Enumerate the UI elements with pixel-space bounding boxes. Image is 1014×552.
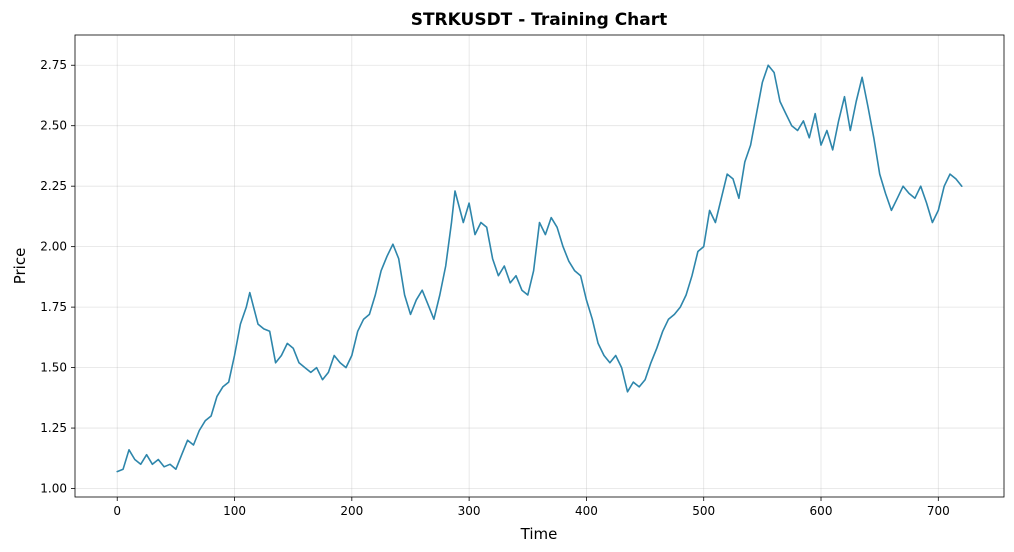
y-axis-title: Price xyxy=(11,248,29,285)
chart-title: STRKUSDT - Training Chart xyxy=(411,10,668,30)
x-axis-title: Time xyxy=(520,525,558,543)
y-tick-label: 1.50 xyxy=(40,361,67,375)
grid xyxy=(75,35,1004,497)
y-tick-label: 1.25 xyxy=(40,421,67,435)
y-tick-label: 2.00 xyxy=(40,240,67,254)
series-layer xyxy=(116,64,963,473)
price-series-line xyxy=(116,64,963,473)
x-tick-label: 200 xyxy=(340,504,363,518)
x-tick-label: 500 xyxy=(692,504,715,518)
plot-frame xyxy=(74,34,1005,498)
x-tick-label: 600 xyxy=(810,504,833,518)
y-tick-label: 2.25 xyxy=(40,179,67,193)
x-tick-label: 300 xyxy=(458,504,481,518)
y-tick-label: 2.50 xyxy=(40,119,67,133)
x-tick-label: 100 xyxy=(223,504,246,518)
x-tick-label: 400 xyxy=(575,504,598,518)
axes: 0 100 200 300 400 500 600 700 1.00 1.25 1.50 1.75 2.… xyxy=(40,58,949,518)
x-tick-label: 700 xyxy=(927,504,950,518)
y-tick-label: 1.00 xyxy=(40,482,67,496)
x-tick-label: 0 xyxy=(113,504,121,518)
y-tick-label: 2.75 xyxy=(40,58,67,72)
y-tick-label: 1.75 xyxy=(40,300,67,314)
